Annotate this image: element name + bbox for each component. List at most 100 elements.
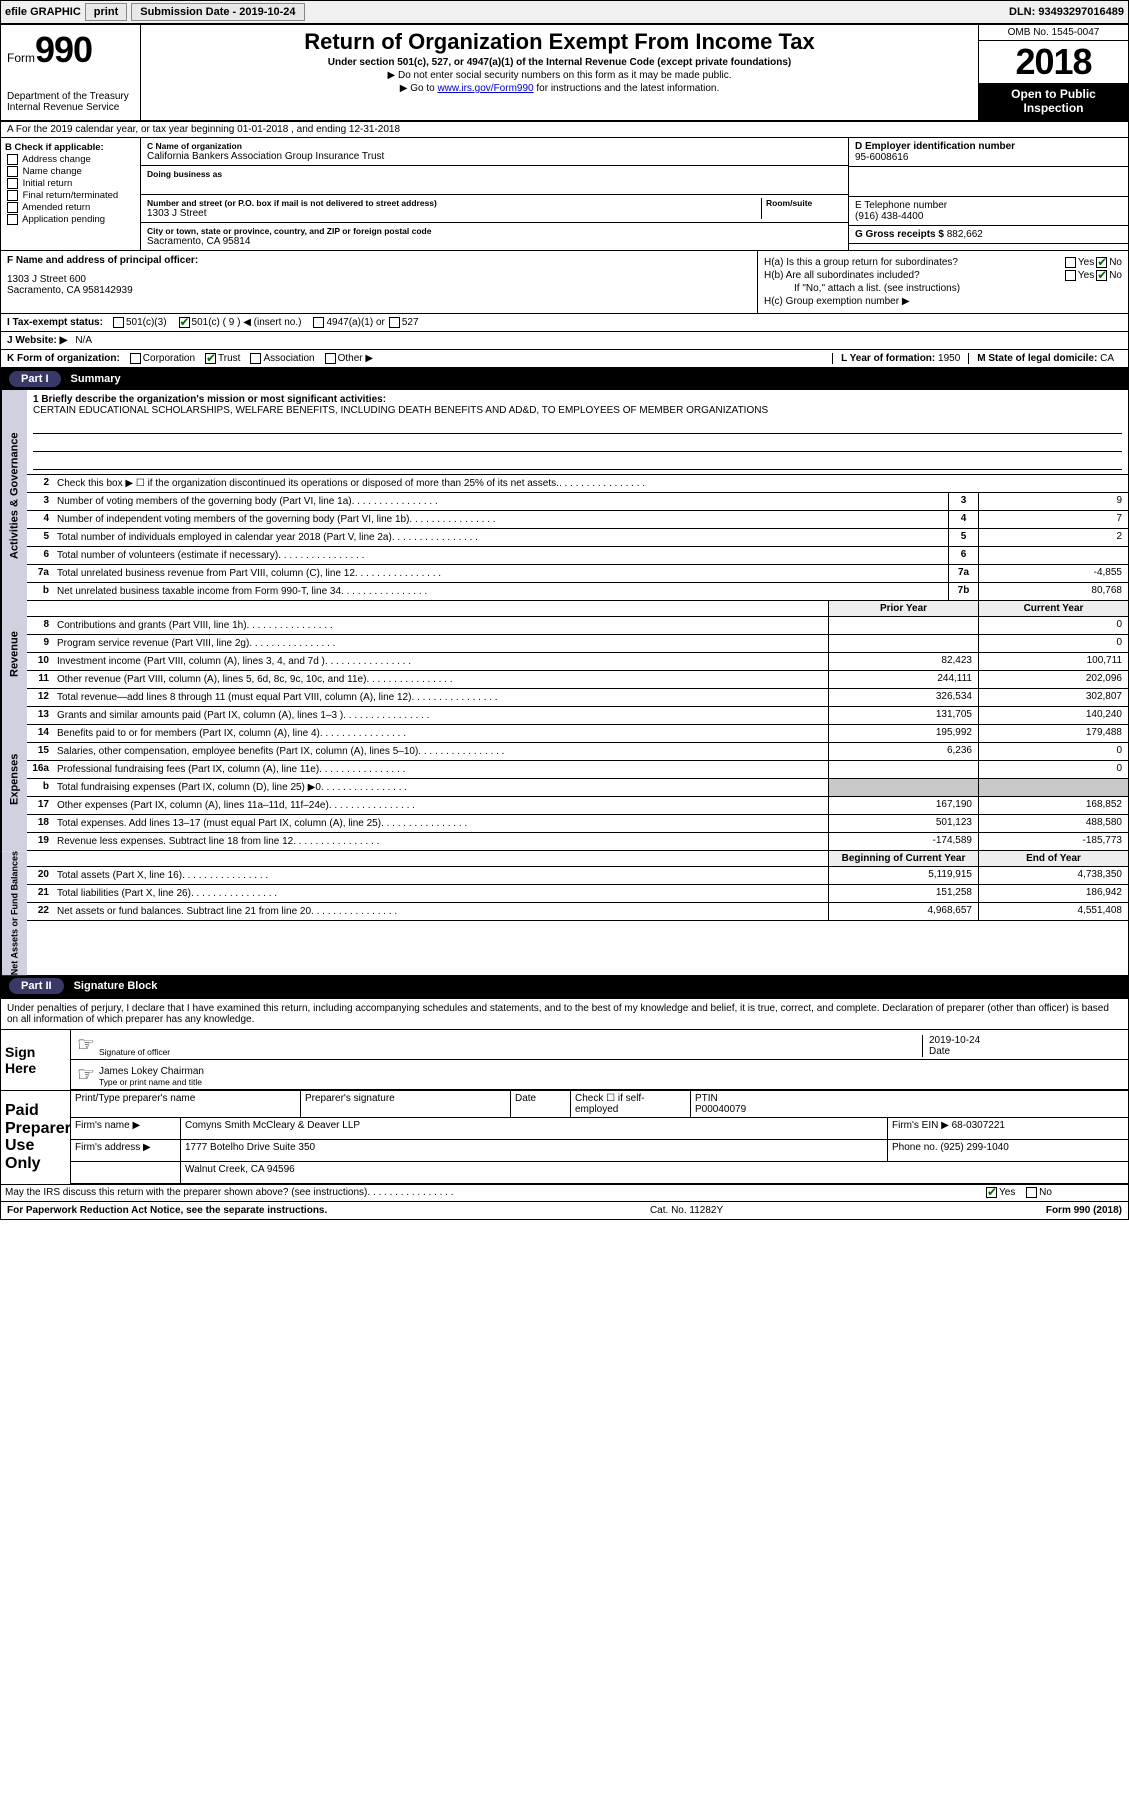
data-line: 9 Program service revenue (Part VIII, li… xyxy=(27,635,1128,653)
section-fh: F Name and address of principal officer:… xyxy=(1,251,1128,314)
ptin-value: P00040079 xyxy=(695,1104,1124,1115)
form-ref: Form 990 (2018) xyxy=(1046,1205,1122,1216)
discuss-question: May the IRS discuss this return with the… xyxy=(1,1185,978,1201)
form-number: 990 xyxy=(35,29,92,71)
sign-here-label: Sign Here xyxy=(1,1030,71,1090)
org-street: 1303 J Street xyxy=(147,208,757,219)
chk-final-return[interactable]: Final return/terminated xyxy=(5,190,136,201)
gov-line: 6 Total number of volunteers (estimate i… xyxy=(27,547,1128,565)
state-domicile: CA xyxy=(1100,353,1114,364)
top-toolbar: efile GRAPHIC print Submission Date - 20… xyxy=(0,0,1129,24)
chk-initial-return[interactable]: Initial return xyxy=(5,178,136,189)
page-footer: For Paperwork Reduction Act Notice, see … xyxy=(1,1202,1128,1219)
revenue-header: Prior Year Current Year xyxy=(27,601,1128,617)
data-line: 10 Investment income (Part VIII, column … xyxy=(27,653,1128,671)
tab-expenses: Expenses xyxy=(1,707,27,851)
col-c-org-info: C Name of organization California Banker… xyxy=(141,138,848,250)
subtitle-3: ▶ Go to www.irs.gov/Form990 for instruct… xyxy=(149,83,970,94)
chk-name-change[interactable]: Name change xyxy=(5,166,136,177)
section-bcd: B Check if applicable: Address change Na… xyxy=(1,138,1128,251)
omb-number: OMB No. 1545-0047 xyxy=(979,25,1128,41)
cat-no: Cat. No. 11282Y xyxy=(327,1205,1046,1216)
chk-address-change[interactable]: Address change xyxy=(5,154,136,165)
chk-hb-no[interactable] xyxy=(1096,270,1107,281)
header-left: Form 990 Department of the Treasury Inte… xyxy=(1,25,141,120)
firm-name: Comyns Smith McCleary & Deaver LLP xyxy=(181,1118,888,1139)
chk-501c3[interactable] xyxy=(113,317,124,328)
row-i-tax-status: I Tax-exempt status: 501(c)(3) 501(c) ( … xyxy=(1,314,1128,332)
officer-name: James Lokey Chairman xyxy=(99,1066,1122,1077)
chk-trust[interactable] xyxy=(205,353,216,364)
gov-line: 2 Check this box ▶ ☐ if the organization… xyxy=(27,475,1128,493)
chk-discuss-no[interactable] xyxy=(1026,1187,1037,1198)
dln-label: DLN: 93493297016489 xyxy=(1009,6,1124,18)
chk-501c[interactable] xyxy=(179,317,190,328)
submission-date-button[interactable]: Submission Date - 2019-10-24 xyxy=(131,3,304,21)
chk-ha-no[interactable] xyxy=(1096,257,1107,268)
chk-4947[interactable] xyxy=(313,317,324,328)
gov-line: 5 Total number of individuals employed i… xyxy=(27,529,1128,547)
perjury-text: Under penalties of perjury, I declare th… xyxy=(1,999,1128,1029)
open-public-badge: Open to Public Inspection xyxy=(979,83,1128,120)
chk-ha-yes[interactable] xyxy=(1065,257,1076,268)
tab-net-assets: Net Assets or Fund Balances xyxy=(1,851,27,975)
data-line: 17 Other expenses (Part IX, column (A), … xyxy=(27,797,1128,815)
chk-other[interactable] xyxy=(325,353,336,364)
telephone: (916) 438-4400 xyxy=(855,211,1122,222)
signature-section: Under penalties of perjury, I declare th… xyxy=(1,997,1128,1202)
form-title: Return of Organization Exempt From Incom… xyxy=(149,29,970,55)
website-value: N/A xyxy=(75,335,92,346)
data-line: 22 Net assets or fund balances. Subtract… xyxy=(27,903,1128,921)
chk-amended[interactable]: Amended return xyxy=(5,202,136,213)
data-line: 14 Benefits paid to or for members (Part… xyxy=(27,725,1128,743)
firm-phone: (925) 299-1040 xyxy=(940,1142,1008,1153)
org-city: Sacramento, CA 95814 xyxy=(147,236,842,247)
chk-corp[interactable] xyxy=(130,353,141,364)
firm-address-1: 1777 Botelho Drive Suite 350 xyxy=(181,1140,888,1161)
mission-text: CERTAIN EDUCATIONAL SCHOLARSHIPS, WELFAR… xyxy=(33,405,1122,416)
paid-preparer-label: Paid Preparer Use Only xyxy=(1,1091,71,1184)
col-b-checkboxes: B Check if applicable: Address change Na… xyxy=(1,138,141,250)
net-header: Beginning of Current Year End of Year xyxy=(27,851,1128,867)
print-button[interactable]: print xyxy=(85,3,127,21)
col-d-numbers: D Employer identification number 95-6008… xyxy=(848,138,1128,250)
sig-date: 2019-10-24 xyxy=(929,1035,1122,1046)
data-line: 15 Salaries, other compensation, employe… xyxy=(27,743,1128,761)
part-2-header: Part II Signature Block xyxy=(1,975,1128,997)
col-f-officer: F Name and address of principal officer:… xyxy=(1,251,758,313)
subtitle-2: ▶ Do not enter social security numbers o… xyxy=(149,70,970,81)
data-line: 13 Grants and similar amounts paid (Part… xyxy=(27,707,1128,725)
data-line: 16a Professional fundraising fees (Part … xyxy=(27,761,1128,779)
chk-app-pending[interactable]: Application pending xyxy=(5,214,136,225)
chk-discuss-yes[interactable] xyxy=(986,1187,997,1198)
row-j-website: J Website: ▶ N/A xyxy=(1,332,1128,350)
part-1-header: Part I Summary xyxy=(1,368,1128,390)
data-line: 8 Contributions and grants (Part VIII, l… xyxy=(27,617,1128,635)
firm-address-2: Walnut Creek, CA 94596 xyxy=(181,1162,1128,1183)
col-h-group: H(a) Is this a group return for subordin… xyxy=(758,251,1128,313)
chk-assoc[interactable] xyxy=(250,353,261,364)
irs-label: Internal Revenue Service xyxy=(7,102,134,113)
firm-ein: 68-0307221 xyxy=(952,1120,1005,1131)
header-center: Return of Organization Exempt From Incom… xyxy=(141,25,978,120)
form-word: Form xyxy=(7,51,35,65)
chk-527[interactable] xyxy=(389,317,400,328)
irs-link[interactable]: www.irs.gov/Form990 xyxy=(437,83,533,94)
dept-treasury: Department of the Treasury xyxy=(7,91,134,102)
efile-label: efile GRAPHIC xyxy=(5,6,81,18)
signature-arrow-icon: ☞ xyxy=(77,1032,95,1057)
row-a-tax-year: A For the 2019 calendar year, or tax yea… xyxy=(1,122,1128,138)
signature-arrow-icon-2: ☞ xyxy=(77,1062,95,1087)
form-990: Form 990 Department of the Treasury Inte… xyxy=(0,24,1129,1220)
ein-value: 95-6008616 xyxy=(855,152,1122,163)
gov-line: b Net unrelated business taxable income … xyxy=(27,583,1128,601)
data-line: 20 Total assets (Part X, line 16) 5,119,… xyxy=(27,867,1128,885)
data-line: 18 Total expenses. Add lines 13–17 (must… xyxy=(27,815,1128,833)
org-name: California Bankers Association Group Ins… xyxy=(147,151,842,162)
year-formation: 1950 xyxy=(938,353,960,364)
gov-line: 3 Number of voting members of the govern… xyxy=(27,493,1128,511)
gross-receipts: 882,662 xyxy=(947,229,983,240)
subtitle-1: Under section 501(c), 527, or 4947(a)(1)… xyxy=(149,57,970,68)
chk-hb-yes[interactable] xyxy=(1065,270,1076,281)
data-line: 19 Revenue less expenses. Subtract line … xyxy=(27,833,1128,851)
